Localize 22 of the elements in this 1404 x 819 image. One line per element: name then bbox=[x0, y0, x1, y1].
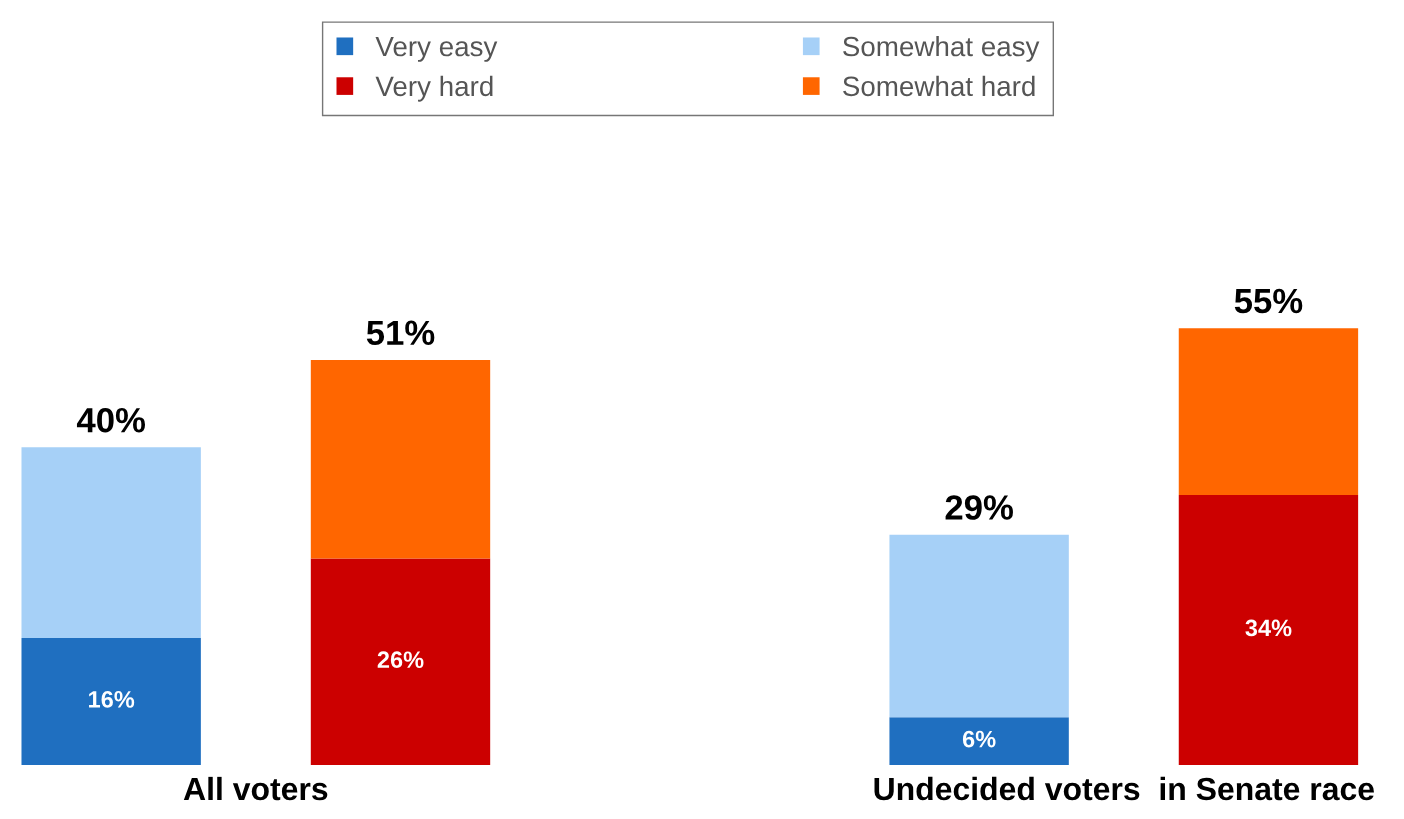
bar bbox=[889, 534, 1069, 718]
bar bbox=[310, 359, 491, 559]
text: Undecided voters in Senate race bbox=[874, 776, 1374, 801]
bar bbox=[889, 717, 1069, 765]
bar bbox=[1178, 494, 1359, 765]
bar bbox=[21, 637, 201, 765]
legend-label: Somewhat hard bbox=[843, 75, 1035, 97]
legend-label: Somewhat easy bbox=[843, 35, 1040, 62]
data-label: 26% bbox=[377, 651, 424, 669]
data-label: 16% bbox=[89, 691, 135, 708]
text: All voters bbox=[183, 776, 328, 801]
bar bbox=[21, 447, 201, 638]
data-label: 34% bbox=[1245, 619, 1292, 637]
total-label: 40% bbox=[76, 407, 146, 433]
data-label: 6% bbox=[962, 730, 996, 748]
total-label: 29% bbox=[945, 495, 1013, 520]
bar bbox=[310, 558, 491, 765]
total-label: 51% bbox=[366, 320, 435, 346]
total-label: 55% bbox=[1234, 288, 1303, 314]
legend-label: Very hard bbox=[375, 75, 493, 102]
bar bbox=[1178, 328, 1359, 495]
legend-label: Very easy bbox=[375, 36, 498, 62]
